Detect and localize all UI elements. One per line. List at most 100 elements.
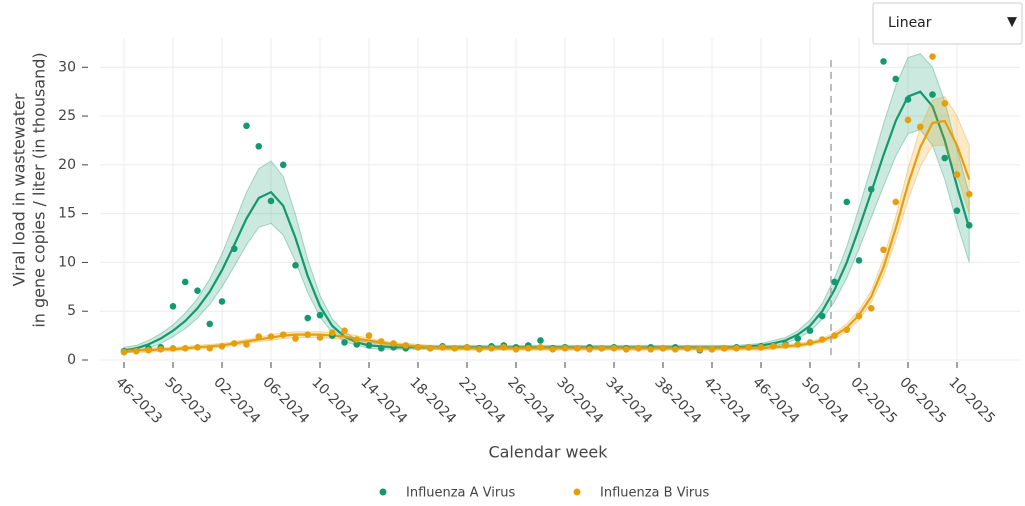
selector-label[interactable]: Linear (888, 15, 932, 31)
data-point (831, 332, 838, 339)
data-point (279, 331, 287, 338)
data-point (635, 344, 642, 352)
data-point (573, 344, 581, 352)
data-point (904, 116, 912, 124)
data-point (169, 303, 177, 310)
data-point (671, 345, 679, 353)
data-point (941, 100, 949, 107)
data-point (953, 171, 961, 178)
data-point (169, 344, 177, 352)
data-point (867, 185, 875, 193)
y-tick-label: 5 (67, 303, 76, 319)
data-point (475, 345, 483, 353)
data-point (892, 75, 900, 83)
data-point (892, 198, 900, 206)
trend-line (123, 119, 971, 353)
data-point (806, 339, 814, 346)
data-point (941, 154, 949, 162)
data-point (684, 344, 691, 352)
data-point (243, 122, 250, 130)
data-point (965, 190, 973, 198)
confidence-band (123, 53, 970, 354)
data-point (206, 320, 214, 328)
data-point (500, 344, 508, 351)
data-point (316, 334, 324, 341)
y-tick-label: 0 (67, 352, 76, 368)
x-tick-label: 26-2024 (504, 374, 557, 427)
data-point (757, 344, 765, 351)
data-point (818, 312, 826, 320)
data-point (243, 341, 250, 348)
data-point (377, 338, 385, 345)
x-tick-label: 02-2025 (847, 374, 900, 427)
data-point (904, 96, 912, 103)
y-tick-label: 20 (58, 157, 76, 173)
data-point (537, 337, 544, 344)
x-tick-label: 06-2025 (896, 374, 949, 427)
data-point (769, 343, 777, 350)
x-tick-label: 38-2024 (651, 374, 704, 427)
data-point (561, 344, 569, 352)
scale-selector[interactable]: Linear ▼ (872, 2, 1023, 45)
data-point (292, 262, 299, 269)
data-point (733, 344, 740, 352)
data-point (304, 331, 312, 338)
data-point (267, 197, 275, 205)
data-point (610, 344, 618, 352)
data-point (622, 345, 630, 353)
data-point (929, 53, 936, 60)
x-tick-label: 06-2024 (259, 374, 312, 427)
data-point (843, 198, 851, 206)
data-point (488, 344, 495, 352)
data-point (377, 344, 385, 352)
data-point (929, 91, 936, 98)
data-point (267, 333, 275, 340)
data-point (353, 341, 361, 348)
x-axis-label: Calendar week (488, 443, 608, 462)
x-tick-label: 46-2023 (112, 374, 165, 427)
data-point (451, 344, 459, 352)
data-point (818, 336, 826, 343)
data-point (157, 345, 165, 353)
data-point (439, 344, 446, 351)
data-point (194, 344, 201, 351)
confidence-band (123, 95, 970, 354)
data-point (194, 287, 201, 295)
data-point (255, 333, 263, 340)
data-point (365, 342, 373, 349)
data-point (916, 123, 924, 131)
selector-box[interactable] (872, 2, 1023, 45)
data-point (341, 327, 348, 335)
data-point (867, 304, 875, 312)
y-tick-label: 15 (58, 206, 76, 222)
data-point (855, 257, 863, 264)
data-point (843, 326, 851, 334)
data-point (181, 278, 189, 286)
data-point (659, 344, 667, 352)
data-point (218, 298, 226, 305)
data-point (181, 344, 189, 352)
data-point (292, 335, 299, 342)
x-tick-label: 34-2024 (602, 374, 655, 427)
x-tick-label: 50-2023 (161, 374, 214, 427)
data-point (463, 344, 471, 351)
data-point (145, 346, 152, 354)
x-tick-label: 14-2024 (357, 374, 410, 427)
data-point (880, 246, 887, 254)
data-point (316, 311, 324, 319)
y-axis-label: Viral load in wastewater (10, 93, 29, 286)
y-tick-label: 10 (58, 254, 76, 270)
y-axis-label: in gene copies / liter (in thousand) (30, 52, 49, 327)
data-point (524, 344, 532, 352)
selector-arrow[interactable]: ▼ (1007, 15, 1017, 30)
data-point (120, 348, 128, 356)
data-point (794, 335, 802, 342)
x-tick-label: 02-2024 (210, 374, 263, 427)
data-point (965, 222, 973, 229)
x-tick-label: 22-2024 (455, 374, 508, 427)
data-point (390, 340, 397, 347)
data-point (353, 336, 361, 343)
data-point (598, 344, 606, 352)
x-tick-label: 30-2024 (553, 374, 606, 427)
data-point (794, 341, 802, 348)
